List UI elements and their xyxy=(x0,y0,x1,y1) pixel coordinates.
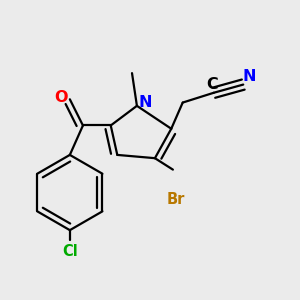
Text: C: C xyxy=(206,77,218,92)
Text: Cl: Cl xyxy=(62,244,78,259)
Text: N: N xyxy=(242,69,256,84)
Text: O: O xyxy=(54,90,68,105)
Text: N: N xyxy=(138,95,152,110)
Text: Br: Br xyxy=(166,192,185,207)
